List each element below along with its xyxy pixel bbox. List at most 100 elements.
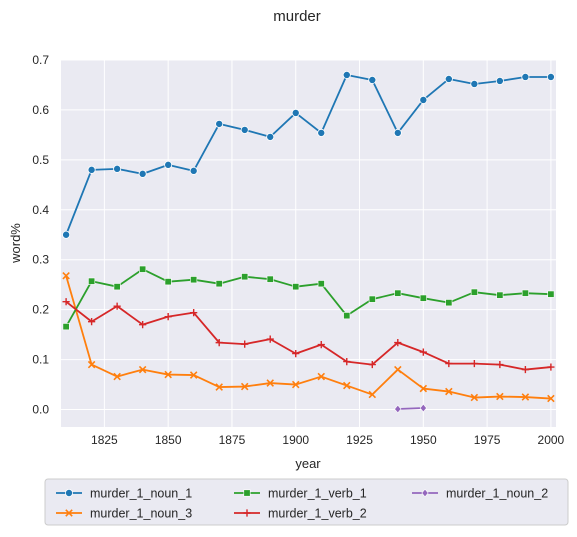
y-axis-label: word% (8, 223, 23, 264)
data-point (470, 359, 478, 368)
x-tick-label: 1925 (346, 433, 373, 447)
legend-frame (44, 478, 569, 526)
data-point (215, 280, 223, 288)
data-point (113, 372, 121, 381)
legend-item: murder_1_noun_2 (412, 487, 548, 501)
data-point (470, 288, 478, 296)
data-point (87, 165, 96, 174)
data-point (62, 298, 70, 306)
data-point (88, 318, 96, 326)
legend-item: murder_1_verb_2 (234, 507, 367, 521)
data-point (139, 265, 147, 273)
series-line (65, 275, 551, 400)
series-murder-1-noun-2 (394, 403, 427, 414)
series-line (397, 407, 424, 410)
chart-title: murder (273, 8, 321, 25)
data-point (138, 365, 147, 374)
plot-area (61, 60, 556, 427)
x-tick-label: 1900 (282, 433, 309, 447)
series-line (65, 300, 551, 371)
data-point (266, 275, 274, 283)
data-point (266, 335, 274, 343)
data-point (419, 348, 427, 356)
grid (61, 59, 556, 427)
series-murder-1-noun-1 (62, 70, 555, 239)
y-tick-label: 0.4 (32, 203, 49, 217)
series-murder-1-noun-3 (62, 271, 555, 403)
data-point (546, 72, 555, 81)
data-point (62, 323, 70, 331)
data-point (241, 273, 249, 281)
data-point (266, 379, 274, 387)
data-point (113, 164, 122, 173)
legend-label: murder_1_noun_1 (90, 487, 192, 501)
series-line (65, 268, 551, 328)
data-point (368, 360, 376, 369)
data-point (547, 363, 555, 371)
y-tick-label: 0.1 (32, 353, 49, 367)
x-tick-label: 1950 (410, 433, 437, 447)
data-point (164, 160, 173, 169)
data-point (496, 392, 504, 401)
data-point (470, 79, 479, 88)
data-point (65, 488, 74, 497)
data-point (368, 390, 377, 399)
x-tick-label: 1850 (155, 433, 182, 447)
x-tick-label: 1975 (474, 433, 501, 447)
data-point (113, 283, 121, 291)
data-point (496, 291, 504, 299)
y-tick-label: 0.6 (32, 103, 49, 117)
data-point (343, 312, 351, 320)
data-point (317, 280, 325, 288)
data-point (343, 381, 351, 390)
data-point (215, 119, 224, 128)
data-point (394, 289, 402, 297)
data-point (139, 321, 147, 329)
data-point (368, 295, 376, 303)
data-point (292, 350, 300, 358)
data-point (215, 339, 223, 347)
series-layer (62, 70, 555, 414)
tick-labels: 1825 1850 1875 1900 1925 1950 1975 2000 0.0 0.1 0.… (32, 53, 564, 447)
data-point (521, 365, 529, 374)
data-point (291, 108, 300, 117)
data-point (317, 341, 325, 349)
data-point (62, 230, 71, 239)
data-point (496, 360, 504, 369)
data-point (419, 294, 427, 302)
data-point (394, 404, 402, 414)
x-tick-label: 1825 (91, 433, 118, 447)
x-tick-label: 2000 (538, 433, 565, 447)
y-tick-label: 0.3 (32, 253, 49, 267)
data-point (394, 339, 402, 347)
series-murder-1-verb-2 (62, 298, 555, 374)
data-point (164, 278, 172, 286)
data-point (62, 271, 70, 280)
series-murder-1-verb-1 (62, 265, 555, 331)
data-point (243, 489, 251, 497)
data-point (547, 290, 555, 298)
data-point (495, 76, 504, 85)
data-point (190, 309, 198, 317)
data-point (521, 72, 530, 81)
legend-label: murder_1_verb_2 (268, 507, 367, 521)
legend-item: murder_1_noun_3 (56, 507, 192, 521)
data-point (241, 340, 249, 348)
legend-label: murder_1_noun_2 (446, 487, 548, 501)
data-point (445, 359, 453, 368)
data-point (368, 75, 377, 84)
data-point (164, 370, 172, 379)
data-point (190, 276, 198, 284)
data-point (317, 372, 326, 381)
data-point (87, 360, 96, 369)
data-point (189, 371, 198, 379)
data-point (445, 387, 453, 396)
data-point (164, 313, 172, 321)
data-point (419, 95, 428, 104)
x-axis-label: year (295, 456, 321, 471)
data-point (215, 383, 223, 391)
legend-label: murder_1_noun_3 (90, 507, 192, 521)
data-point (317, 128, 326, 137)
legend: murder_1_noun_1 murder_1_noun_3 murder_1_v… (44, 478, 569, 526)
